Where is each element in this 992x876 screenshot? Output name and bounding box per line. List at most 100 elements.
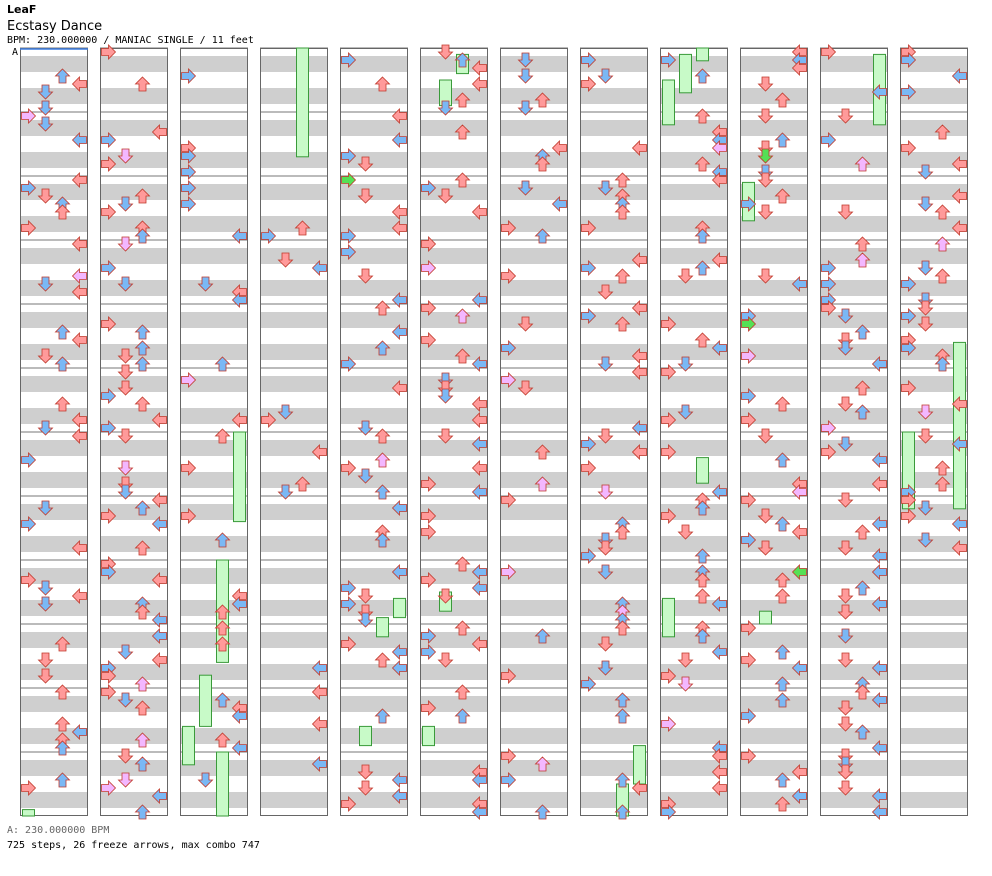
arrow-right: [71, 428, 87, 444]
arrow-down: [117, 380, 134, 396]
arrow-down: [917, 532, 934, 548]
arrow-right: [71, 284, 87, 300]
arrow-up: [214, 692, 231, 708]
arrow-right: [791, 788, 807, 804]
beat-stripe: [340, 440, 408, 456]
arrow-left: [421, 628, 437, 644]
beat-stripe: [820, 696, 888, 712]
beat-stripe: [420, 248, 488, 264]
beat-stripe: [660, 504, 728, 520]
beat-stripe: [900, 408, 968, 424]
arrow-down: [837, 492, 854, 508]
arrow-left: [901, 380, 917, 396]
arrow-right: [71, 588, 87, 604]
arrow-up: [934, 476, 951, 492]
arrow-down: [117, 692, 134, 708]
freeze-arrow: [953, 341, 966, 510]
beat-stripe: [500, 408, 568, 424]
beat-stripe: [900, 504, 968, 520]
beat-stripe: [100, 472, 168, 488]
arrow-down: [437, 652, 454, 668]
beat-stripe: [900, 152, 968, 168]
freeze-arrow: [662, 597, 675, 638]
beat-stripe: [820, 88, 888, 104]
arrow-left: [901, 140, 917, 156]
arrow-down: [437, 588, 454, 604]
beat-stripe: [260, 504, 328, 520]
arrow-up: [54, 772, 71, 788]
arrow-down: [117, 644, 134, 660]
arrow-up: [694, 260, 711, 276]
arrow-right: [71, 412, 87, 428]
arrow-left: [101, 44, 117, 60]
freeze-arrow: [696, 47, 709, 62]
arrow-up: [374, 76, 391, 92]
arrow-down: [357, 420, 374, 436]
arrow-down: [277, 252, 294, 268]
arrow-left: [581, 76, 597, 92]
arrow-up: [694, 68, 711, 84]
arrow-right: [71, 724, 87, 740]
arrow-left: [341, 580, 357, 596]
beat-stripe: [340, 632, 408, 648]
arrow-left: [101, 668, 117, 684]
arrow-right: [311, 444, 327, 460]
arrow-up: [54, 716, 71, 732]
arrow-right: [471, 76, 487, 92]
beat-stripe: [100, 664, 168, 680]
beat-stripe: [740, 792, 808, 808]
arrow-up: [774, 796, 791, 812]
arrow-left: [741, 620, 757, 636]
arrow-down: [757, 204, 774, 220]
beat-stripe: [260, 120, 328, 136]
beat-stripe: [20, 408, 88, 424]
freeze-arrow: [679, 53, 692, 94]
arrow-down: [917, 196, 934, 212]
arrow-down: [117, 484, 134, 500]
beat-stripe: [820, 600, 888, 616]
arrow-up: [54, 684, 71, 700]
arrow-up: [614, 772, 631, 788]
beat-stripe: [580, 408, 648, 424]
arrow-right: [951, 540, 967, 556]
arrow-left: [421, 572, 437, 588]
beat-stripe: [740, 568, 808, 584]
beat-stripe: [500, 280, 568, 296]
arrow-left: [101, 316, 117, 332]
arrow-left: [581, 460, 597, 476]
beat-stripe: [500, 216, 568, 232]
arrow-right: [71, 540, 87, 556]
arrow-up: [934, 124, 951, 140]
column-border: [500, 48, 568, 816]
arrow-right: [391, 204, 407, 220]
arrow-left: [741, 748, 757, 764]
arrow-right: [471, 580, 487, 596]
beat-stripe: [740, 248, 808, 264]
beat-stripe: [500, 792, 568, 808]
arrow-left: [101, 508, 117, 524]
beat-stripe: [900, 536, 968, 552]
beat-stripe: [660, 696, 728, 712]
beat-stripe: [340, 184, 408, 200]
arrow-down: [517, 180, 534, 196]
arrow-right: [151, 612, 167, 628]
arrow-left: [501, 772, 517, 788]
beat-stripe: [740, 280, 808, 296]
beat-stripe: [820, 184, 888, 200]
beat-stripe: [340, 472, 408, 488]
arrow-up: [134, 676, 151, 692]
arrow-right: [711, 748, 727, 764]
arrow-down: [837, 396, 854, 412]
arrow-up: [214, 532, 231, 548]
beat-stripe: [260, 568, 328, 584]
arrow-left: [821, 44, 837, 60]
arrow-down: [37, 652, 54, 668]
arrow-left: [661, 364, 677, 380]
beat-stripe: [180, 376, 248, 392]
beat-stripe: [340, 728, 408, 744]
arrow-left: [821, 420, 837, 436]
beat-stripe: [20, 88, 88, 104]
arrow-up: [854, 236, 871, 252]
beat-stripe: [900, 376, 968, 392]
arrow-up: [54, 356, 71, 372]
